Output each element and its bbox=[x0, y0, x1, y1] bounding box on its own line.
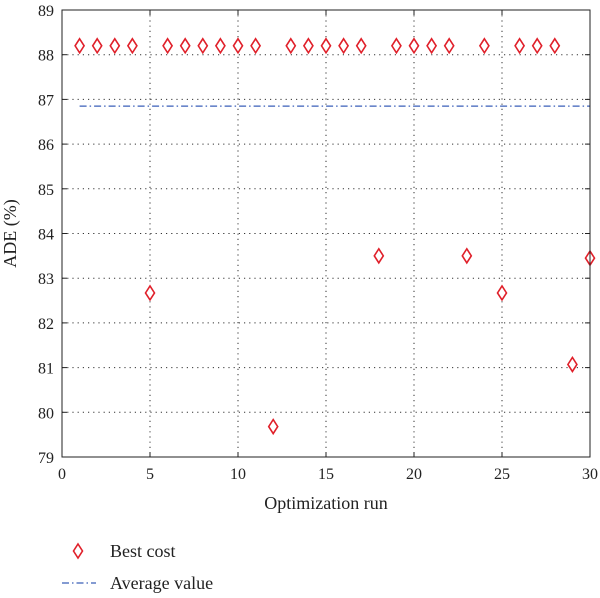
best-cost-point bbox=[232, 37, 244, 55]
best-cost-point bbox=[320, 37, 332, 55]
legend-marker-best-cost bbox=[72, 542, 84, 560]
best-cost-point bbox=[267, 418, 279, 436]
x-tick-label: 15 bbox=[318, 466, 334, 483]
best-cost-point bbox=[250, 37, 262, 55]
y-tick-label: 81 bbox=[38, 361, 54, 378]
legend-diamond bbox=[72, 542, 84, 560]
best-cost-point bbox=[478, 37, 490, 55]
best-cost-point bbox=[162, 37, 174, 55]
best-cost-point bbox=[144, 284, 156, 302]
best-cost-point bbox=[355, 37, 367, 55]
x-tick-label: 10 bbox=[230, 466, 246, 483]
best-cost-point bbox=[179, 37, 191, 55]
y-tick-label: 82 bbox=[38, 316, 54, 333]
y-tick-label: 79 bbox=[38, 450, 54, 467]
y-axis-label: ADE (%) bbox=[0, 199, 21, 267]
best-cost-point bbox=[496, 284, 508, 302]
y-tick-label: 89 bbox=[38, 3, 54, 20]
best-cost-point bbox=[126, 37, 138, 55]
best-cost-point bbox=[443, 37, 455, 55]
x-tick-label: 5 bbox=[146, 466, 154, 483]
y-tick-label: 85 bbox=[38, 182, 54, 199]
best-cost-point bbox=[197, 37, 209, 55]
y-tick-label: 84 bbox=[38, 227, 54, 244]
best-cost-point bbox=[426, 37, 438, 55]
legend: Best cost Average value bbox=[62, 541, 213, 593]
best-cost-point bbox=[338, 37, 350, 55]
best-cost-point bbox=[109, 37, 121, 55]
x-axis-label: Optimization run bbox=[264, 493, 387, 513]
x-tick-label: 30 bbox=[582, 466, 598, 483]
x-tick-label: 0 bbox=[58, 466, 66, 483]
y-tick-label: 86 bbox=[38, 137, 54, 154]
legend-label-average-value: Average value bbox=[110, 573, 213, 593]
best-cost-point bbox=[373, 247, 385, 265]
best-cost-point bbox=[549, 37, 561, 55]
y-tick-label: 87 bbox=[38, 92, 54, 109]
best-cost-point bbox=[285, 37, 297, 55]
best-cost-point bbox=[74, 37, 86, 55]
x-tick-label: 20 bbox=[406, 466, 422, 483]
axis-ticks: 0 5 10 15 20 25 30 79 80 81 82 83 84 85 86 87 88 89 bbox=[38, 3, 598, 483]
best-cost-point bbox=[91, 37, 103, 55]
y-tick-label: 88 bbox=[38, 48, 54, 65]
best-cost-point bbox=[531, 37, 543, 55]
best-cost-point bbox=[214, 37, 226, 55]
best-cost-point bbox=[302, 37, 314, 55]
best-cost-point bbox=[408, 37, 420, 55]
best-cost-point bbox=[390, 37, 402, 55]
y-tick-label: 80 bbox=[38, 405, 54, 422]
best-cost-point bbox=[461, 247, 473, 265]
best-cost-point bbox=[566, 355, 578, 373]
data-points bbox=[74, 37, 596, 436]
grid-lines bbox=[62, 10, 590, 457]
y-tick-label: 83 bbox=[38, 271, 54, 288]
best-cost-point bbox=[514, 37, 526, 55]
legend-label-best-cost: Best cost bbox=[110, 541, 176, 561]
x-tick-label: 25 bbox=[494, 466, 510, 483]
